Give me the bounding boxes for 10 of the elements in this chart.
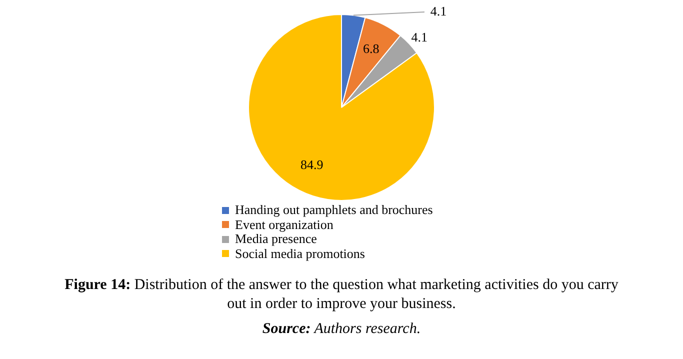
source-note: Source: Authors research.	[262, 321, 421, 337]
caption: Figure 14: Distribution of the answer to the question what marketing activities do you carry out in order to improve your business.	[64, 277, 618, 312]
legend-label: Social media promotions	[235, 246, 365, 261]
legend-label: Handing out pamphlets and brochures	[235, 202, 433, 218]
legend-label: Event organization	[235, 216, 334, 232]
data-label: 6.8	[362, 40, 380, 56]
data-label: 4.1	[430, 3, 447, 18]
data-label: 4.1	[411, 30, 428, 45]
legend-label: Media presence	[235, 231, 317, 246]
data-label: 84.9	[300, 156, 324, 172]
